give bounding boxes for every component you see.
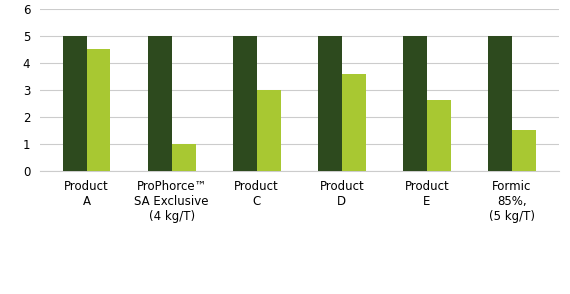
- Bar: [256, 90, 280, 171]
- Bar: [87, 49, 111, 171]
- Bar: [427, 101, 451, 171]
- Bar: [512, 130, 536, 171]
- Bar: [318, 36, 342, 171]
- Bar: [172, 143, 196, 171]
- Bar: [403, 36, 427, 171]
- Bar: [233, 36, 256, 171]
- Bar: [148, 36, 172, 171]
- Bar: [63, 36, 87, 171]
- Bar: [342, 74, 365, 171]
- Bar: [488, 36, 512, 171]
